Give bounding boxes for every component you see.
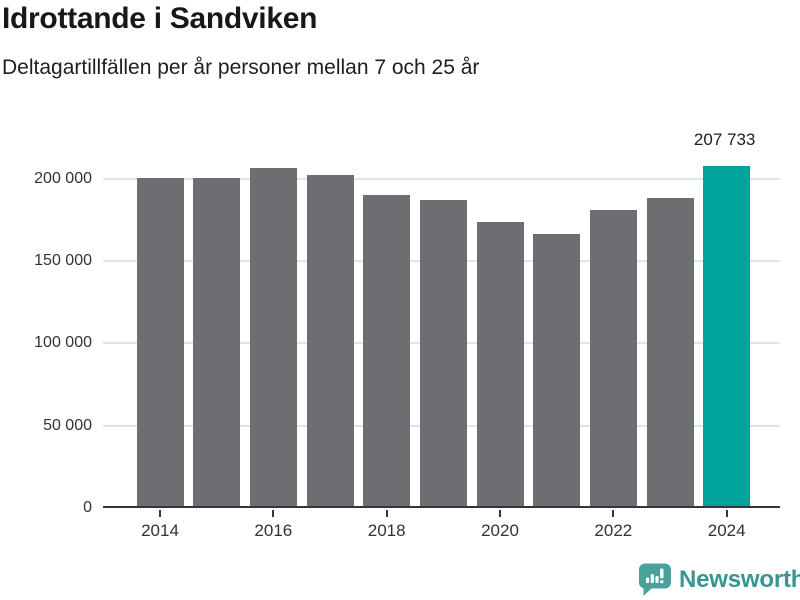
brand-logo: Newsworthy bbox=[638, 563, 800, 596]
bar-2021 bbox=[533, 234, 581, 506]
value-label: 207 733 bbox=[693, 130, 756, 149]
bar-2014 bbox=[136, 177, 184, 506]
bar-2019 bbox=[419, 200, 467, 506]
x-axis-tick-label: 2016 bbox=[254, 521, 293, 540]
y-axis-tick-label: 100 000 bbox=[34, 334, 92, 352]
x-axis-line bbox=[103, 506, 780, 508]
x-axis-tick-label: 2024 bbox=[707, 521, 746, 540]
y-axis-tick-label: 0 bbox=[83, 499, 92, 516]
bar-2016 bbox=[249, 167, 297, 506]
bar-2015 bbox=[193, 178, 241, 506]
x-axis-tick bbox=[159, 510, 161, 517]
bar-2024 bbox=[703, 165, 751, 506]
x-axis-tick-label: 2014 bbox=[141, 521, 179, 540]
newsworthy-chart-bubble-icon bbox=[638, 563, 671, 596]
gridline bbox=[103, 177, 780, 180]
x-axis-tick bbox=[612, 510, 615, 517]
chart: 207 733 0 50 000 100 000 150 000 200 000 2014… bbox=[0, 130, 800, 540]
y-axis-tick-label: 50 000 bbox=[43, 416, 92, 434]
bar-2018 bbox=[363, 194, 411, 506]
x-axis-tick-label: 2018 bbox=[367, 521, 406, 540]
x-axis-tick-label: 2020 bbox=[481, 521, 519, 540]
x-axis-tick bbox=[499, 510, 501, 517]
bar-2017 bbox=[306, 175, 354, 506]
bar-2022 bbox=[589, 209, 637, 506]
x-axis-tick bbox=[272, 510, 275, 517]
bubble-shape bbox=[638, 563, 671, 596]
plot-area bbox=[103, 140, 780, 508]
chart-subtitle: Deltagartillfällen per år personer mella… bbox=[2, 56, 480, 79]
bar-2020 bbox=[476, 221, 524, 506]
y-axis-tick-label: 200 000 bbox=[34, 169, 92, 187]
bar-2023 bbox=[646, 197, 694, 506]
y-axis-tick-label: 150 000 bbox=[34, 252, 92, 270]
x-axis-tick-label: 2022 bbox=[594, 521, 633, 540]
page-title: Idrottande i Sandviken bbox=[2, 2, 318, 35]
brand-name: Newsworthy bbox=[679, 565, 800, 593]
x-axis-tick bbox=[385, 510, 388, 517]
x-axis-tick bbox=[725, 510, 728, 517]
